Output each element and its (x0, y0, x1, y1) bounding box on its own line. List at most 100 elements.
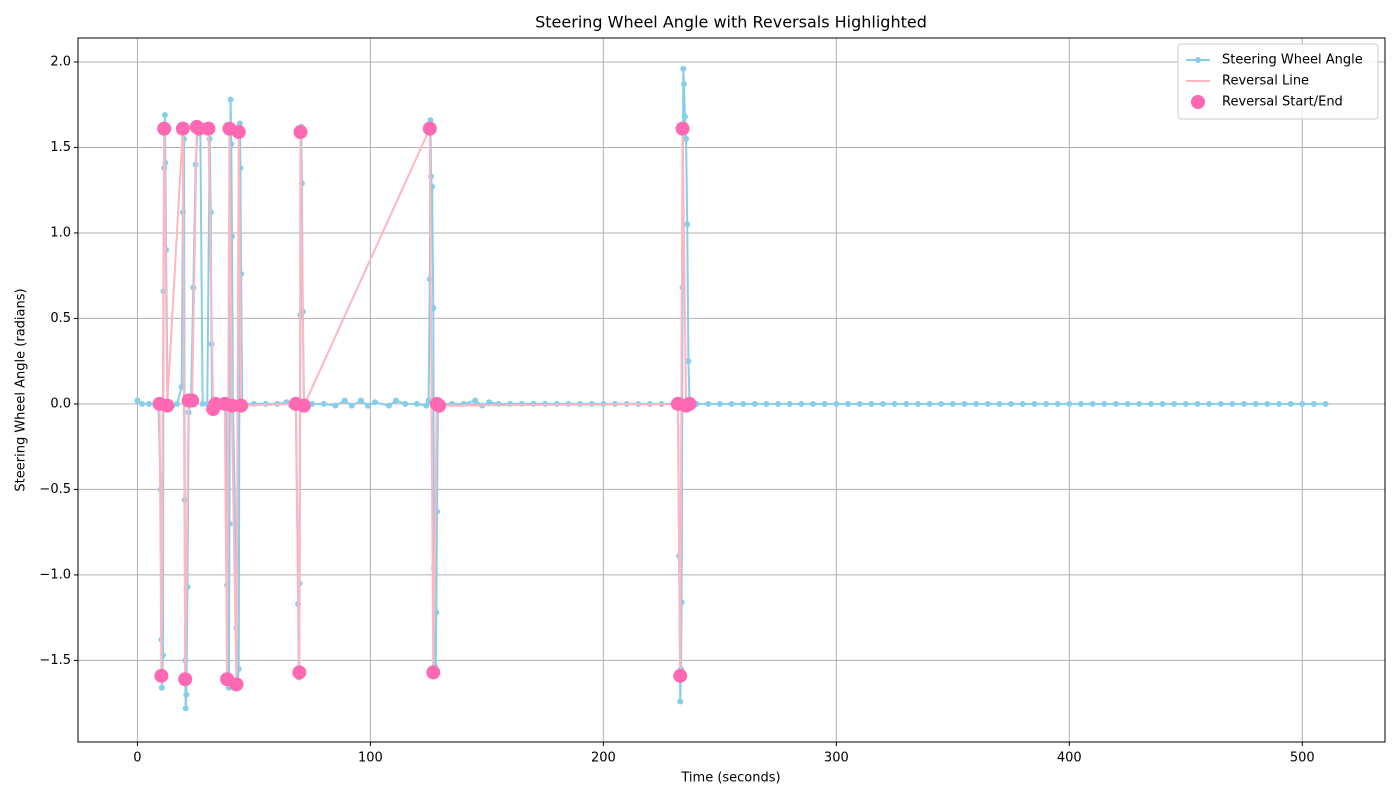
point (751, 400, 758, 407)
point (682, 396, 697, 411)
point (158, 684, 165, 691)
point (1008, 400, 1015, 407)
point (423, 402, 430, 409)
point (938, 400, 945, 407)
point (402, 400, 409, 407)
point (1066, 400, 1073, 407)
point (1299, 400, 1306, 407)
point (833, 400, 840, 407)
point (856, 400, 863, 407)
point (798, 400, 805, 407)
point (1043, 400, 1050, 407)
point (234, 398, 249, 413)
point (341, 397, 348, 404)
x-tick-label: 200 (591, 751, 616, 766)
point (1194, 400, 1201, 407)
point (292, 665, 307, 680)
point (683, 135, 690, 142)
point (432, 398, 447, 413)
point (1136, 400, 1143, 407)
point (1229, 400, 1236, 407)
y-axis-label: Steering Wheel Angle (radians) (14, 288, 29, 491)
legend-label: Reversal Start/End (1222, 95, 1343, 110)
point (236, 120, 243, 127)
point (673, 668, 688, 683)
point (1275, 400, 1282, 407)
y-tick-label: 1.5 (50, 140, 71, 155)
point (1077, 400, 1084, 407)
point (705, 400, 712, 407)
point (680, 65, 687, 72)
point (530, 400, 537, 407)
point (472, 397, 479, 404)
point (486, 399, 493, 406)
legend-label: Reversal Line (1222, 74, 1309, 89)
point (161, 111, 168, 118)
point (914, 400, 921, 407)
point (1147, 400, 1154, 407)
point (1031, 400, 1038, 407)
point (949, 400, 956, 407)
point (1310, 400, 1317, 407)
point (1206, 400, 1213, 407)
y-tick-label: −1.5 (39, 653, 71, 668)
point (684, 221, 691, 228)
point (175, 121, 190, 136)
point (1252, 400, 1259, 407)
point (154, 668, 169, 683)
series-line (136, 68, 1326, 709)
point (393, 397, 400, 404)
point (1171, 400, 1178, 407)
point (973, 400, 980, 407)
point (296, 398, 311, 413)
point (775, 400, 782, 407)
point (677, 698, 684, 705)
y-tick-label: 2.0 (50, 54, 71, 69)
point (810, 400, 817, 407)
point (348, 402, 355, 409)
point (1124, 400, 1131, 407)
plot-frame (77, 37, 1386, 743)
point (1217, 400, 1224, 407)
point (984, 400, 991, 407)
point (926, 400, 933, 407)
point (728, 400, 735, 407)
point (231, 125, 246, 140)
point (422, 121, 437, 136)
point (229, 677, 244, 692)
point (1264, 400, 1271, 407)
point (891, 400, 898, 407)
point (879, 400, 886, 407)
point (134, 397, 141, 404)
point (365, 402, 372, 409)
point (427, 117, 434, 124)
x-tick-label: 100 (358, 751, 383, 766)
point (903, 400, 910, 407)
point (358, 397, 365, 404)
y-tick-label: 1.0 (50, 225, 71, 240)
y-tick-label: 0.5 (50, 311, 71, 326)
point (740, 400, 747, 407)
point (1182, 400, 1189, 407)
point (681, 113, 688, 120)
point (426, 665, 441, 680)
legend-label: Steering Wheel Angle (1222, 53, 1363, 68)
point (372, 399, 379, 406)
legend-box (1177, 43, 1379, 120)
point (716, 400, 723, 407)
legend-marker (1195, 57, 1201, 63)
point (1112, 400, 1119, 407)
point (961, 400, 968, 407)
point (183, 691, 190, 698)
point (1019, 400, 1026, 407)
point (1241, 400, 1248, 407)
point (178, 672, 193, 687)
point (185, 393, 200, 408)
x-axis-label: Time (seconds) (680, 771, 780, 786)
point (1089, 400, 1096, 407)
y-tick-label: 0.0 (50, 396, 71, 411)
x-tick-label: 300 (824, 751, 849, 766)
point (996, 400, 1003, 407)
point (868, 400, 875, 407)
